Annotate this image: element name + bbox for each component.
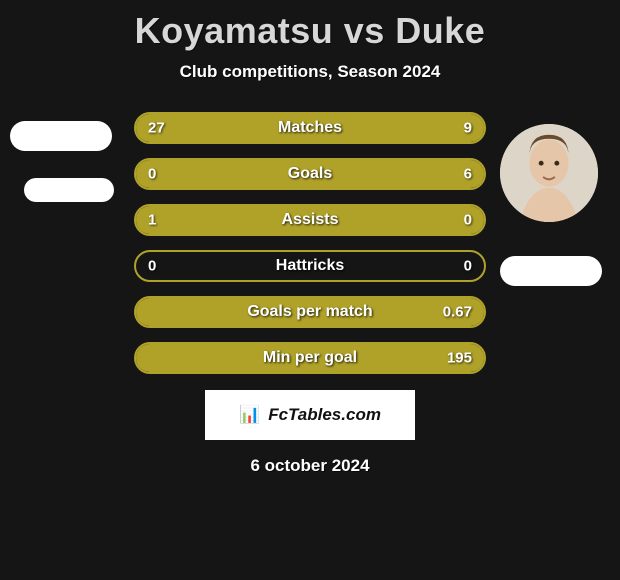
- bar-value-right: 0.67: [443, 304, 472, 321]
- page-title: Koyamatsu vs Duke: [135, 10, 486, 52]
- bar-value-left: 0: [148, 166, 156, 183]
- bar-label: Min per goal: [263, 349, 357, 367]
- stat-bar: 0 6 Goals: [134, 158, 486, 190]
- comparison-card: Koyamatsu vs Duke Club competitions, Sea…: [0, 0, 620, 580]
- player-right-avatar: [500, 124, 598, 222]
- bar-value-right: 9: [464, 120, 472, 137]
- date-label: 6 october 2024: [250, 456, 369, 476]
- fctables-branding: 📊 FcTables.com: [205, 390, 415, 440]
- bar-value-left: 0: [148, 258, 156, 275]
- bar-value-right: 0: [464, 212, 472, 229]
- stat-bar: 195 Min per goal: [134, 342, 486, 374]
- player-left-badge-1: [10, 121, 112, 151]
- stat-bar: 27 9 Matches: [134, 112, 486, 144]
- stat-bar: 0.67 Goals per match: [134, 296, 486, 328]
- bar-value-right: 0: [464, 258, 472, 275]
- bar-fill-left: [136, 114, 397, 142]
- bar-value-left: 27: [148, 120, 165, 137]
- person-icon: [500, 124, 598, 222]
- bar-label: Matches: [278, 119, 342, 137]
- chart-icon: 📊: [239, 405, 260, 425]
- bar-value-right: 195: [447, 350, 472, 367]
- player-right-team-badge: [500, 256, 602, 286]
- bar-label: Hattricks: [276, 257, 344, 275]
- branding-label: FcTables.com: [268, 405, 381, 425]
- bar-value-left: 1: [148, 212, 156, 229]
- player-left-badge-2: [24, 178, 114, 202]
- bar-value-right: 6: [464, 166, 472, 183]
- stat-bar: 0 0 Hattricks: [134, 250, 486, 282]
- bar-label: Goals per match: [247, 303, 372, 321]
- stat-bars: 27 9 Matches 0 6 Goals 1 0 Assists 0 0 Hattricks 0.6…: [134, 112, 486, 374]
- subtitle: Club competitions, Season 2024: [180, 62, 441, 82]
- bar-label: Goals: [288, 165, 332, 183]
- bar-label: Assists: [282, 211, 339, 229]
- stat-bar: 1 0 Assists: [134, 204, 486, 236]
